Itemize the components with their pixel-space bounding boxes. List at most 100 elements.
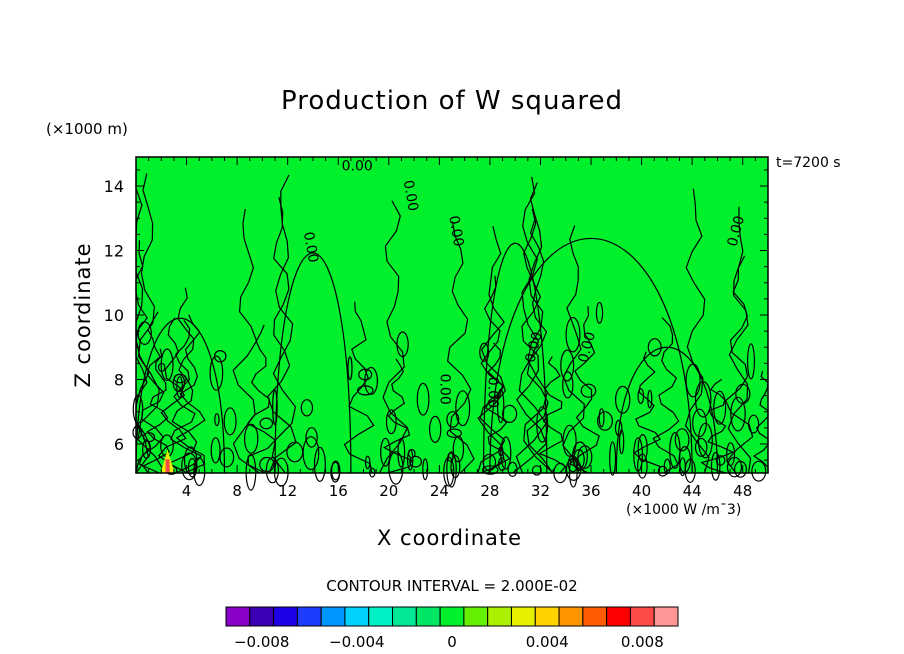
contour-loop xyxy=(572,441,588,471)
contour-loop xyxy=(193,457,206,487)
colorbar-tick-label: 0.004 xyxy=(526,633,569,651)
contour-label: 0.00 xyxy=(400,179,421,212)
contour-line xyxy=(157,317,188,474)
contour-line xyxy=(562,225,586,474)
contour-loop xyxy=(507,461,518,477)
contour-loop xyxy=(746,343,755,380)
x-tick-label: 16 xyxy=(329,482,348,500)
contour-line xyxy=(724,255,754,474)
y-tick-label: 10 xyxy=(104,306,124,325)
contour-label: 0.00 xyxy=(484,377,500,408)
contour-loop xyxy=(497,388,505,424)
contour-loop xyxy=(500,436,512,470)
contour-loop xyxy=(710,451,721,481)
contour-line xyxy=(477,225,506,474)
contour-loop xyxy=(562,371,574,399)
colorbar-bin xyxy=(296,606,322,627)
contour-loop xyxy=(181,452,198,481)
hotspot-core xyxy=(165,459,170,473)
y-unit-label: (×1000 m) xyxy=(46,120,128,138)
colorbar-bin xyxy=(439,606,465,627)
contour-line xyxy=(652,317,680,474)
contour-loop xyxy=(751,460,767,482)
contour-loop xyxy=(565,316,581,353)
contour-loop xyxy=(407,449,414,471)
contour-label: 0.00 xyxy=(522,330,546,364)
x-tick-label: 28 xyxy=(480,482,499,500)
contour-loop xyxy=(259,417,274,430)
contour-loop xyxy=(380,437,391,467)
colorbar-tick-label: 0 xyxy=(447,633,457,651)
contour-loop xyxy=(647,389,653,409)
contour-line xyxy=(246,324,277,474)
contour-label: 0.00 xyxy=(342,159,373,175)
colorbar-bin xyxy=(653,606,679,627)
contour-arch xyxy=(489,238,693,474)
contour-line xyxy=(383,358,413,474)
y-tick-label: 12 xyxy=(104,242,124,261)
contour-label: 0.00 xyxy=(300,231,321,264)
contour-line xyxy=(477,275,506,474)
x-tick-label: 48 xyxy=(733,482,752,500)
contour-loop xyxy=(562,424,577,457)
field-background xyxy=(136,157,768,473)
contour-loop xyxy=(160,348,174,382)
contour-arch xyxy=(135,317,226,474)
x-tick-label: 44 xyxy=(683,482,702,500)
contour-loop xyxy=(396,331,409,358)
y-tick-label: 6 xyxy=(114,435,124,454)
colorbar-bin xyxy=(558,606,584,627)
contour-line xyxy=(142,348,170,474)
contour-loop xyxy=(565,457,582,481)
contour-loop xyxy=(595,301,604,324)
contour-arch xyxy=(483,242,548,474)
colorbar-bin xyxy=(344,606,370,627)
contour-loop xyxy=(536,406,549,443)
contour-loop xyxy=(364,366,379,395)
colorbar-bin xyxy=(368,606,394,627)
contour-loop xyxy=(173,373,187,384)
contour-loop xyxy=(210,437,221,464)
contour-loop xyxy=(697,422,713,459)
colorbar-bin xyxy=(225,606,251,627)
contour-loop xyxy=(637,434,648,463)
contour-line xyxy=(138,311,165,474)
colorbar-bin xyxy=(606,606,631,627)
contour-loop xyxy=(726,442,736,467)
colorbar: −0.008 −0.004 0 0.004 0.008 xyxy=(225,606,679,651)
contour-loop xyxy=(713,390,727,425)
colorbar-bin xyxy=(487,606,512,627)
contour-loop xyxy=(730,396,746,432)
contour-loop xyxy=(446,411,460,428)
contour-loop xyxy=(416,382,430,416)
contour-line xyxy=(538,356,567,474)
contour-loop xyxy=(573,448,585,470)
colorbar-tick-label: −0.004 xyxy=(329,633,385,651)
contour-label: 0.00 xyxy=(725,214,749,248)
contour-line xyxy=(446,221,475,474)
contour-loop xyxy=(446,451,457,488)
contour-loop xyxy=(219,447,235,468)
contour-loop xyxy=(137,321,152,345)
contour-line xyxy=(267,197,297,474)
contour-arch xyxy=(274,252,352,474)
contour-line xyxy=(526,218,554,474)
x-axis-label: X coordinate xyxy=(377,526,523,550)
contour-line xyxy=(175,314,206,474)
contour-line xyxy=(684,188,710,474)
contour-loop xyxy=(142,439,152,459)
contour-loop xyxy=(331,460,341,481)
colorbar-bin xyxy=(582,606,608,627)
contour-loop xyxy=(615,385,631,414)
colorbar-bin xyxy=(510,606,536,627)
contour-line xyxy=(727,206,752,474)
contour-line xyxy=(137,173,167,474)
contour-lines xyxy=(132,171,769,491)
colorbar-bin xyxy=(320,606,346,627)
colorbar-bin xyxy=(629,606,655,627)
contour-loop xyxy=(596,411,613,431)
contour-loop xyxy=(633,437,643,472)
contour-loop xyxy=(637,388,645,405)
contour-loop xyxy=(455,390,471,427)
